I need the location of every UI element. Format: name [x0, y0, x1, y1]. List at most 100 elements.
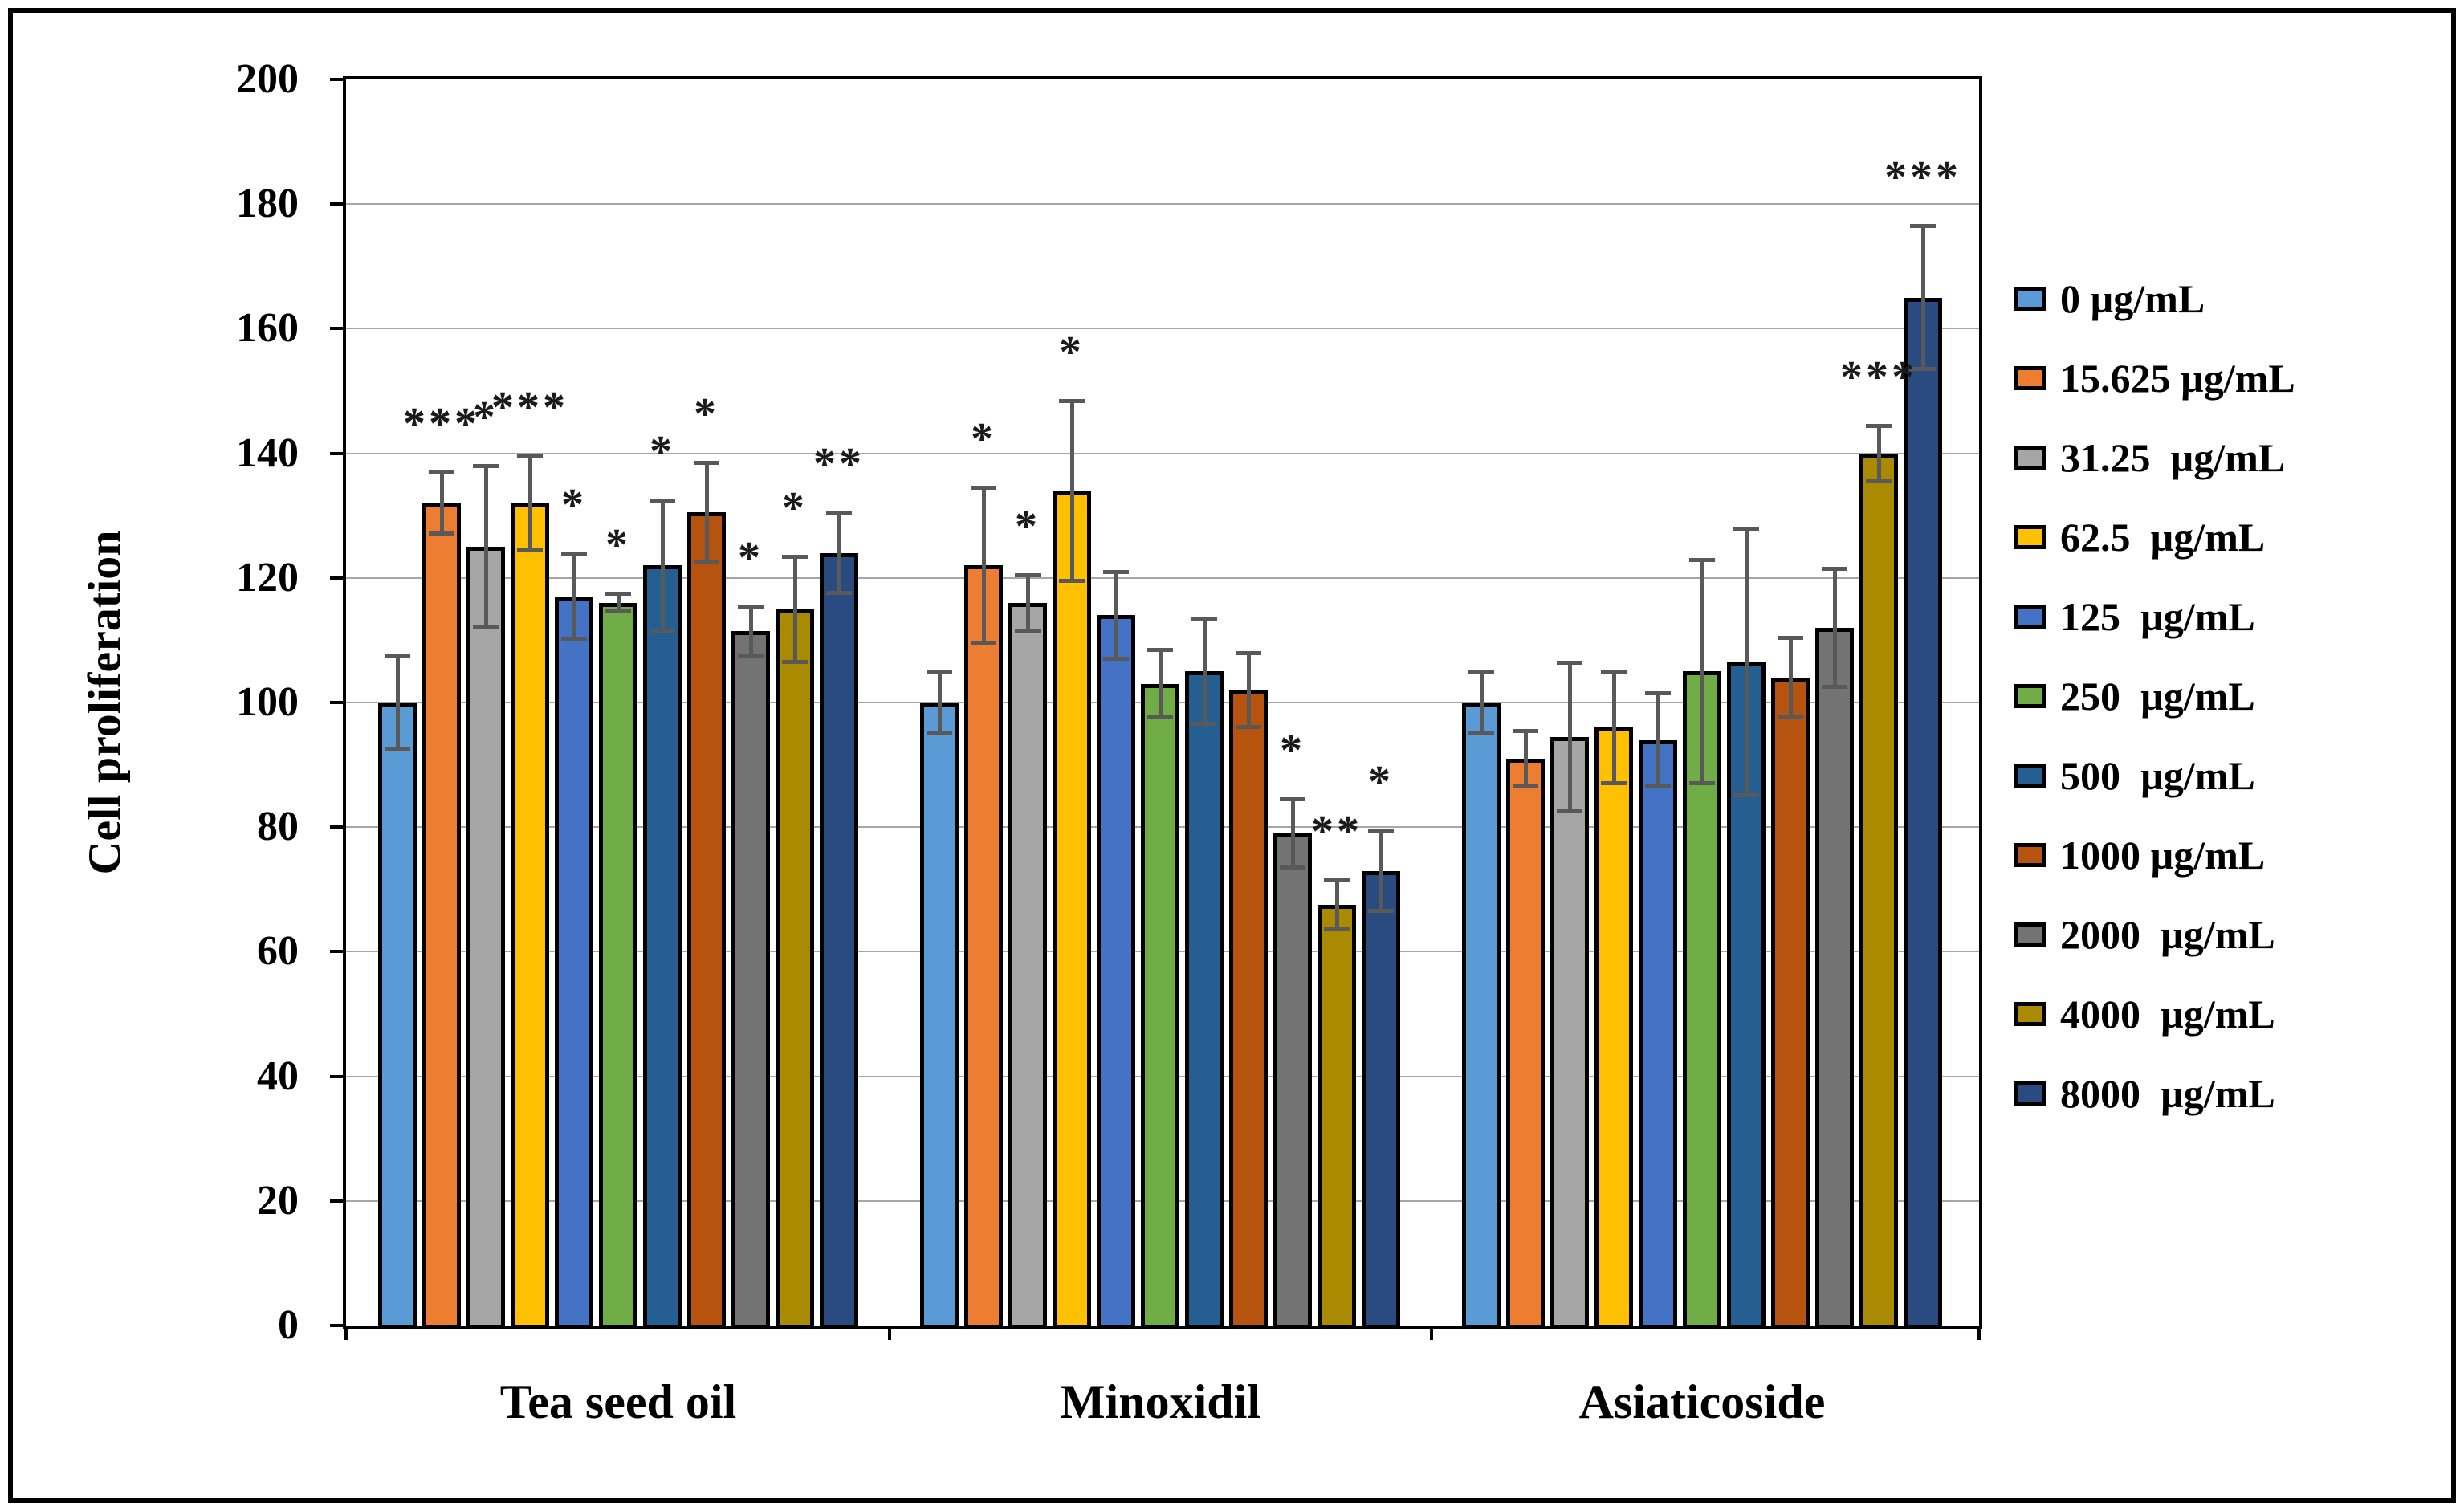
error-bar-cap-top: [561, 551, 587, 556]
error-bar-cap-top: [650, 498, 675, 503]
significance-stars: *: [650, 426, 675, 477]
significance-stars: *: [1368, 757, 1394, 808]
legend-swatch: [2014, 843, 2046, 867]
bar: [1185, 671, 1224, 1329]
x-category-label: Asiaticoside: [1578, 1375, 1826, 1428]
significance-stars: ***: [1840, 352, 1917, 402]
bar: [1318, 905, 1356, 1329]
error-bar-cap-bottom: [1236, 725, 1261, 730]
y-axis-tick: [330, 576, 346, 580]
error-bar-stem: [1920, 226, 1925, 369]
significance-stars: *: [605, 520, 631, 571]
bar: [964, 565, 1003, 1329]
y-axis-tick: [330, 701, 346, 704]
error-bar-cap-bottom: [826, 591, 852, 596]
y-axis-tick: [330, 825, 346, 829]
legend-label: 62.5 µg/mL: [2060, 515, 2266, 560]
y-tick-label: 180: [236, 181, 299, 227]
error-bar-cap-top: [1236, 650, 1261, 655]
bar: [466, 547, 505, 1329]
error-bar-stem: [1523, 730, 1528, 787]
error-bar-cap-top: [738, 604, 764, 609]
error-bar-cap-bottom: [1059, 578, 1085, 583]
error-bar-stem: [1025, 574, 1030, 631]
error-bar-stem: [616, 593, 621, 613]
error-bar-stem: [1202, 618, 1207, 725]
error-bar-cap-top: [517, 454, 543, 459]
error-bar-cap-bottom: [1910, 366, 1936, 371]
error-bar-cap-bottom: [385, 747, 410, 751]
significance-stars: *: [782, 483, 808, 533]
error-bar-stem: [792, 556, 797, 662]
error-bar-cap-top: [1191, 617, 1217, 621]
error-bar-stem: [937, 671, 942, 734]
y-axis-tick: [330, 1199, 346, 1203]
error-bar-cap-bottom: [1280, 865, 1305, 870]
error-bar-cap-bottom: [1601, 780, 1627, 785]
x-axis-tick: [344, 1326, 348, 1340]
y-axis-tick: [330, 451, 346, 455]
legend-swatch: [2014, 446, 2046, 470]
error-bar-cap-bottom: [473, 625, 499, 629]
legend-swatch: [2014, 1081, 2046, 1106]
error-bar-cap-top: [1689, 557, 1715, 562]
y-tick-label: 160: [236, 305, 299, 352]
error-bar-cap-top: [385, 654, 410, 658]
error-bar-cap-bottom: [971, 641, 996, 646]
bar: [1141, 683, 1179, 1329]
significance-stars: **: [813, 439, 865, 490]
significance-stars: *: [1059, 327, 1085, 377]
significance-stars: **: [1311, 807, 1362, 857]
bar: [422, 503, 461, 1329]
legend-label: 250 µg/mL: [2060, 674, 2255, 719]
bar: [1008, 602, 1047, 1329]
error-bar-cap-bottom: [1191, 722, 1217, 727]
y-tick-label: 120: [236, 554, 299, 601]
error-bar-cap-top: [1513, 728, 1538, 733]
bar: [511, 503, 549, 1329]
error-bar-cap-bottom: [927, 731, 952, 735]
error-bar-cap-top: [1866, 423, 1892, 428]
bar: [920, 703, 959, 1329]
legend-swatch: [2014, 525, 2046, 549]
significance-stars: *: [1280, 726, 1305, 776]
error-bar-cap-top: [1822, 567, 1847, 572]
figure-border: [8, 8, 2456, 1503]
legend-swatch: [2014, 605, 2046, 629]
error-bar-cap-top: [1468, 670, 1494, 674]
y-tick-label: 80: [257, 804, 299, 850]
y-tick-label: 140: [236, 430, 299, 476]
error-bar-cap-bottom: [1778, 715, 1803, 720]
error-bar-cap-top: [1280, 797, 1305, 802]
bar: [1815, 627, 1854, 1329]
significance-stars: *: [473, 393, 499, 443]
significance-stars: ***: [1884, 153, 1961, 203]
error-bar-stem: [1246, 652, 1251, 728]
error-bar-stem: [660, 499, 665, 631]
legend-label: 2000 µg/mL: [2060, 912, 2275, 957]
error-bar-cap-bottom: [1866, 479, 1892, 483]
y-tick-label: 200: [236, 56, 299, 102]
error-bar-cap-top: [1015, 572, 1041, 577]
error-bar-stem: [1479, 671, 1484, 734]
bar: [1362, 870, 1400, 1329]
error-bar-cap-bottom: [1015, 628, 1041, 633]
y-axis-tick: [330, 202, 346, 206]
legend-swatch: [2014, 684, 2046, 708]
y-gridline: [346, 576, 1979, 579]
error-bar-cap-bottom: [1689, 780, 1715, 785]
error-bar-cap-top: [694, 461, 719, 466]
error-bar-cap-top: [605, 592, 631, 597]
y-axis-tick: [330, 327, 346, 331]
error-bar-cap-top: [1368, 829, 1394, 833]
y-tick-label: 0: [278, 1302, 299, 1348]
y-tick-label: 60: [257, 928, 299, 975]
legend-swatch: [2014, 287, 2046, 311]
bar: [1462, 703, 1501, 1329]
y-tick-label: 20: [257, 1177, 299, 1224]
legend-swatch: [2014, 366, 2046, 390]
bar: [1904, 297, 1942, 1329]
error-bar-cap-bottom: [1468, 731, 1494, 735]
error-bar-cap-bottom: [738, 653, 764, 658]
